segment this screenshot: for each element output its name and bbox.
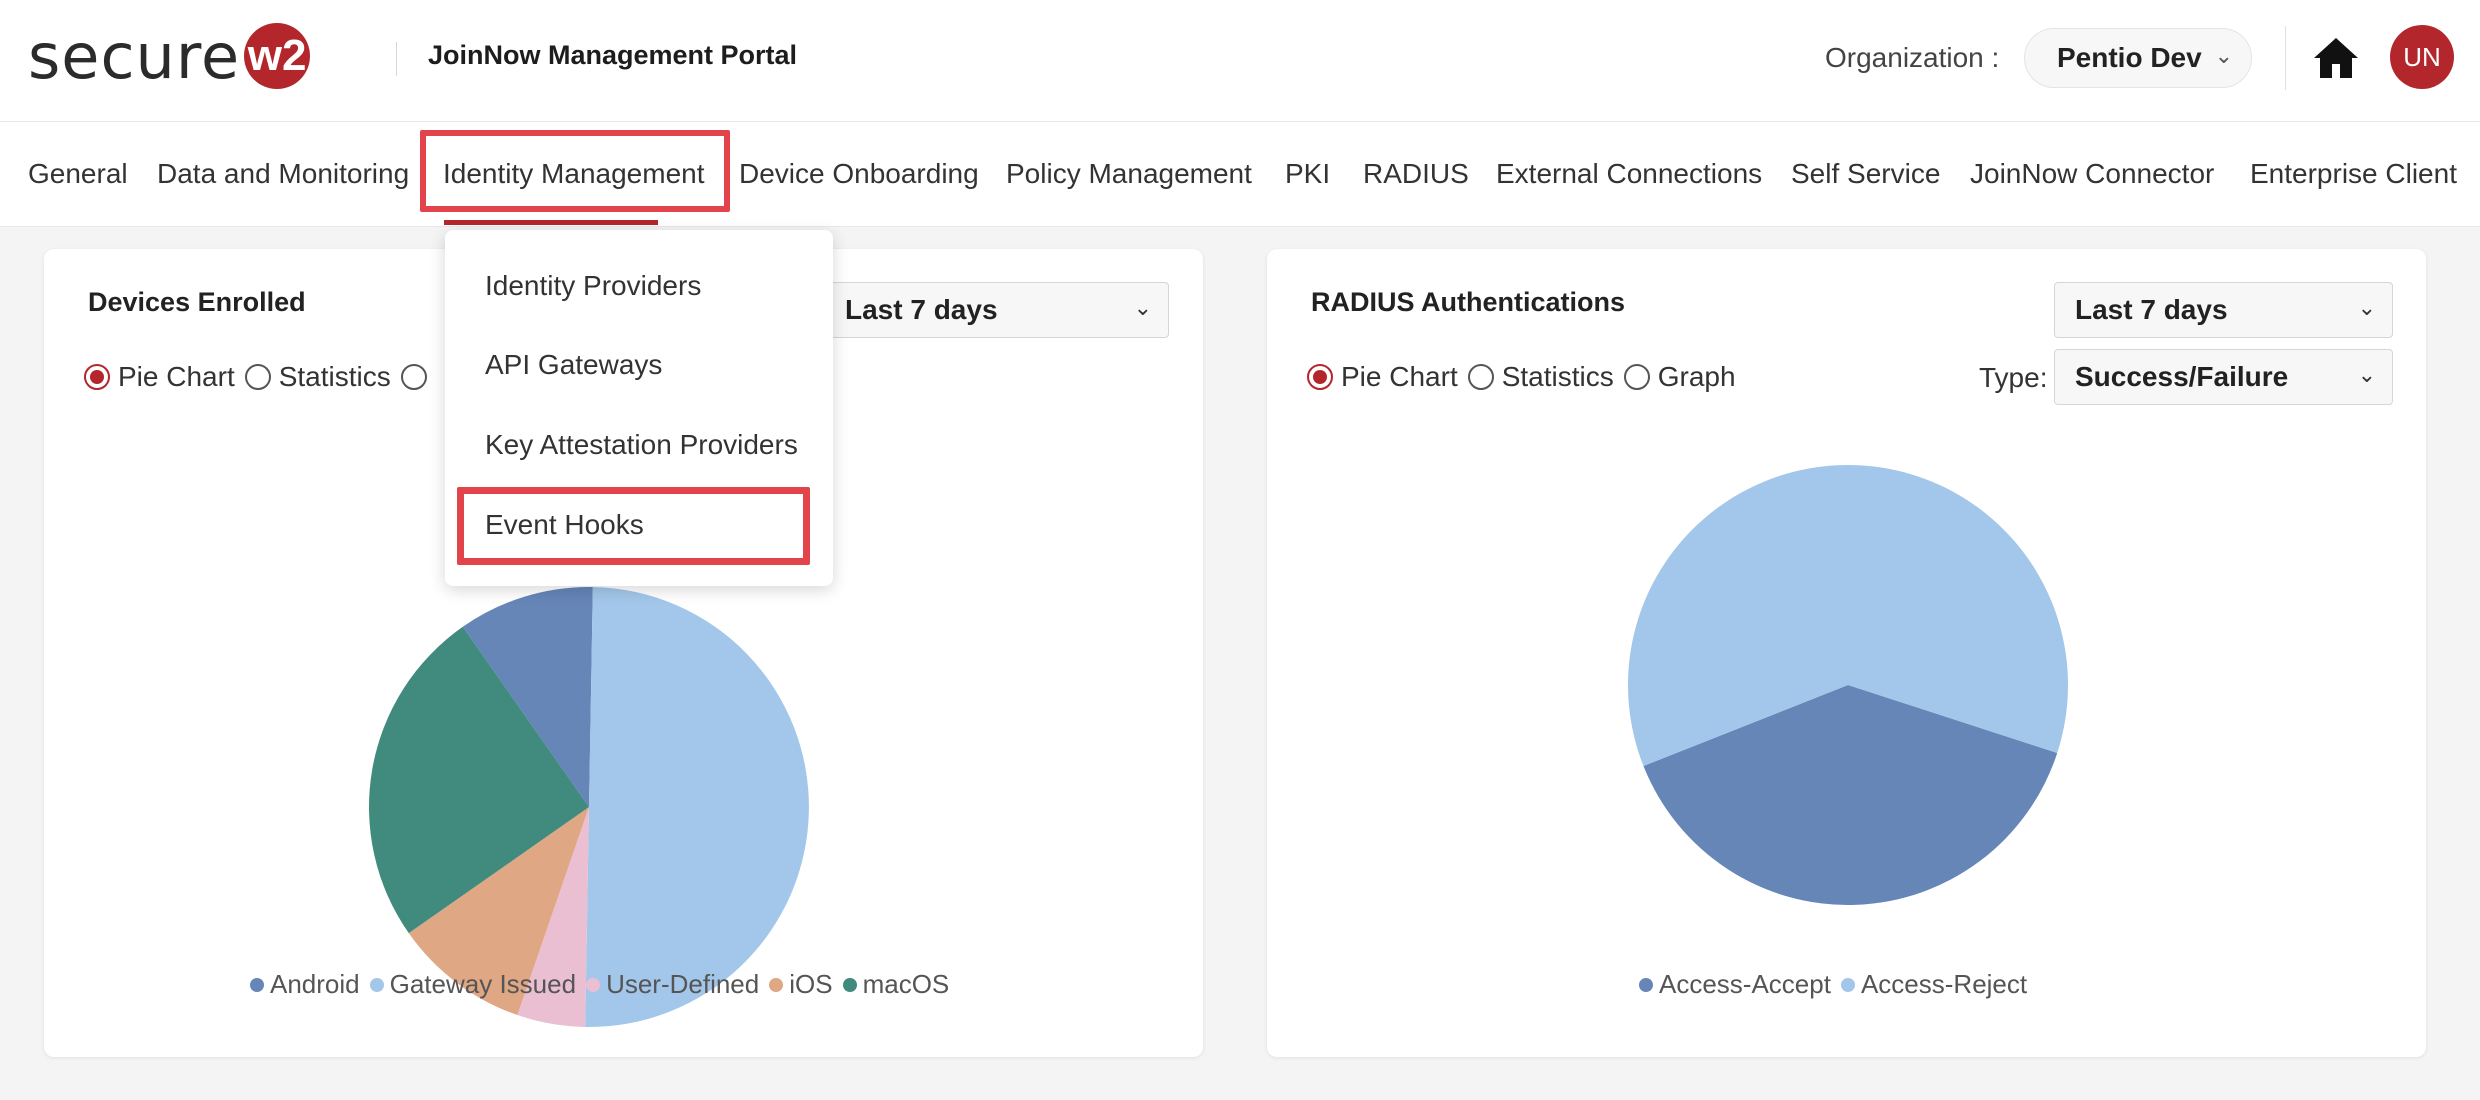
- nav-self-service[interactable]: Self Service: [1791, 158, 1941, 189]
- nav-device-onboarding[interactable]: Device Onboarding: [739, 158, 979, 189]
- type-select[interactable]: Success/Failure ⌄: [2054, 349, 2393, 405]
- legend-item-gateway-issued[interactable]: Gateway Issued: [369, 969, 577, 1000]
- menu-key-attestation-providers[interactable]: Key Attestation Providers: [485, 429, 798, 460]
- nav-joinnow-connector[interactable]: JoinNow Connector: [1970, 158, 2215, 189]
- nav-data-and-monitoring[interactable]: Data and Monitoring: [157, 158, 410, 189]
- pie-slice-access-reject[interactable]: [1628, 464, 2068, 766]
- radio-statistics[interactable]: [1467, 364, 1494, 390]
- legend-label: User-Defined: [606, 969, 760, 999]
- radio-graph-label: Graph: [1657, 361, 1736, 392]
- devices-legend: Android Gateway Issued User-Defined iOS macO…: [250, 969, 959, 1000]
- nav-active-underline: [444, 220, 658, 225]
- app-header: secure w2 JoinNow Management Portal Orga…: [0, 0, 2480, 122]
- menu-api-gateways[interactable]: API Gateways: [485, 349, 663, 380]
- menu-event-hooks[interactable]: Event Hooks: [485, 509, 644, 540]
- legend-dot: [1639, 977, 1653, 992]
- legend-dot: [842, 977, 857, 992]
- organization-label: Organization :: [1825, 42, 2000, 73]
- radio-graph[interactable]: [400, 364, 427, 390]
- radius-authentications-card: RADIUS Authentications Last 7 days ⌄ Pie…: [1267, 249, 2426, 1057]
- legend-item-access-reject[interactable]: Access-Reject: [1840, 969, 2028, 1000]
- radius-range-value: Last 7 days: [2075, 294, 2228, 325]
- nav-pki[interactable]: PKI: [1285, 158, 1331, 189]
- home-icon[interactable]: [2312, 36, 2360, 80]
- organization-value: Pentio Dev: [2057, 42, 2202, 73]
- radio-statistics[interactable]: [244, 364, 271, 390]
- pie-slice-ios[interactable]: [408, 807, 589, 1016]
- nav-identity-management[interactable]: Identity Management: [443, 158, 705, 189]
- legend-dot: [586, 977, 601, 992]
- legend-label: Android: [270, 969, 360, 999]
- legend-item-macos[interactable]: macOS: [842, 969, 950, 1000]
- devices-card-title: Devices Enrolled: [88, 287, 306, 317]
- identity-management-dropdown: Identity Providers API Gateways Key Atte…: [445, 230, 833, 586]
- devices-view-options: Pie Chart Statistics: [84, 361, 435, 393]
- legend-item-android[interactable]: Android: [250, 969, 360, 1000]
- logo-badge: w2: [244, 23, 311, 89]
- legend-dot: [250, 977, 264, 992]
- header-divider-right: [2285, 26, 2286, 90]
- header-divider: [396, 42, 397, 76]
- nav-general[interactable]: General: [28, 158, 128, 189]
- logo-word: secure: [28, 19, 241, 93]
- legend-dot: [769, 977, 784, 992]
- radio-pie-chart-label: Pie Chart: [118, 361, 235, 392]
- devices-pie-chart: [369, 587, 809, 1027]
- pie-slice-gateway-issued[interactable]: [585, 587, 809, 1027]
- main-nav: General Data and Monitoring Identity Man…: [0, 122, 2480, 227]
- legend-label: Access-Reject: [1860, 969, 2028, 999]
- legend-item-access-accept[interactable]: Access-Accept: [1639, 969, 1831, 1000]
- radius-card-title: RADIUS Authentications: [1311, 287, 1626, 317]
- radio-pie-chart-label: Pie Chart: [1341, 361, 1458, 392]
- nav-external-connections[interactable]: External Connections: [1496, 158, 1763, 189]
- nav-enterprise-client[interactable]: Enterprise Client: [2250, 158, 2457, 189]
- legend-item-ios[interactable]: iOS: [769, 969, 833, 1000]
- nav-radius[interactable]: RADIUS: [1363, 158, 1469, 189]
- portal-title: JoinNow Management Portal: [428, 40, 798, 70]
- radio-pie-chart[interactable]: [1307, 364, 1333, 390]
- securew2-logo[interactable]: secure w2: [28, 18, 311, 94]
- legend-item-user-defined[interactable]: User-Defined: [586, 969, 759, 1000]
- legend-label: iOS: [789, 969, 833, 999]
- radio-pie-chart[interactable]: [84, 364, 110, 390]
- nav-policy-management[interactable]: Policy Management: [1006, 158, 1252, 189]
- chevron-down-icon: ⌄: [1133, 295, 1152, 320]
- legend-label: Access-Accept: [1659, 969, 1831, 999]
- type-value: Success/Failure: [2075, 361, 2289, 392]
- organization-select[interactable]: Pentio Dev ⌄: [2024, 28, 2252, 88]
- legend-dot: [369, 977, 384, 992]
- radio-statistics-label: Statistics: [1501, 361, 1614, 392]
- pie-slice-android[interactable]: [462, 587, 593, 807]
- radius-pie-chart: [1628, 464, 2068, 905]
- legend-label: Gateway Issued: [389, 969, 577, 999]
- menu-identity-providers[interactable]: Identity Providers: [485, 270, 702, 301]
- devices-range-select[interactable]: Last 7 days ⌄: [824, 282, 1169, 338]
- legend-label: macOS: [862, 969, 950, 999]
- radius-legend: Access-Accept Access-Reject: [1639, 969, 2037, 1000]
- type-label: Type:: [1979, 362, 2048, 393]
- chevron-down-icon: ⌄: [2357, 362, 2376, 387]
- legend-dot: [1840, 977, 1855, 992]
- devices-range-value: Last 7 days: [845, 294, 998, 325]
- chevron-down-icon: ⌄: [2214, 43, 2233, 68]
- radius-range-select[interactable]: Last 7 days ⌄: [2054, 282, 2393, 338]
- chevron-down-icon: ⌄: [2357, 295, 2376, 320]
- radio-statistics-label: Statistics: [278, 361, 391, 392]
- pie-slice-macos[interactable]: [369, 626, 589, 934]
- pie-slice-user-defined[interactable]: [517, 807, 589, 1027]
- nav-highlight-box: [420, 130, 730, 212]
- user-avatar[interactable]: UN: [2390, 25, 2454, 89]
- radio-graph[interactable]: [1623, 364, 1650, 390]
- pie-slice-access-accept[interactable]: [1643, 685, 2058, 905]
- radius-view-options: Pie Chart Statistics Graph: [1307, 361, 1746, 393]
